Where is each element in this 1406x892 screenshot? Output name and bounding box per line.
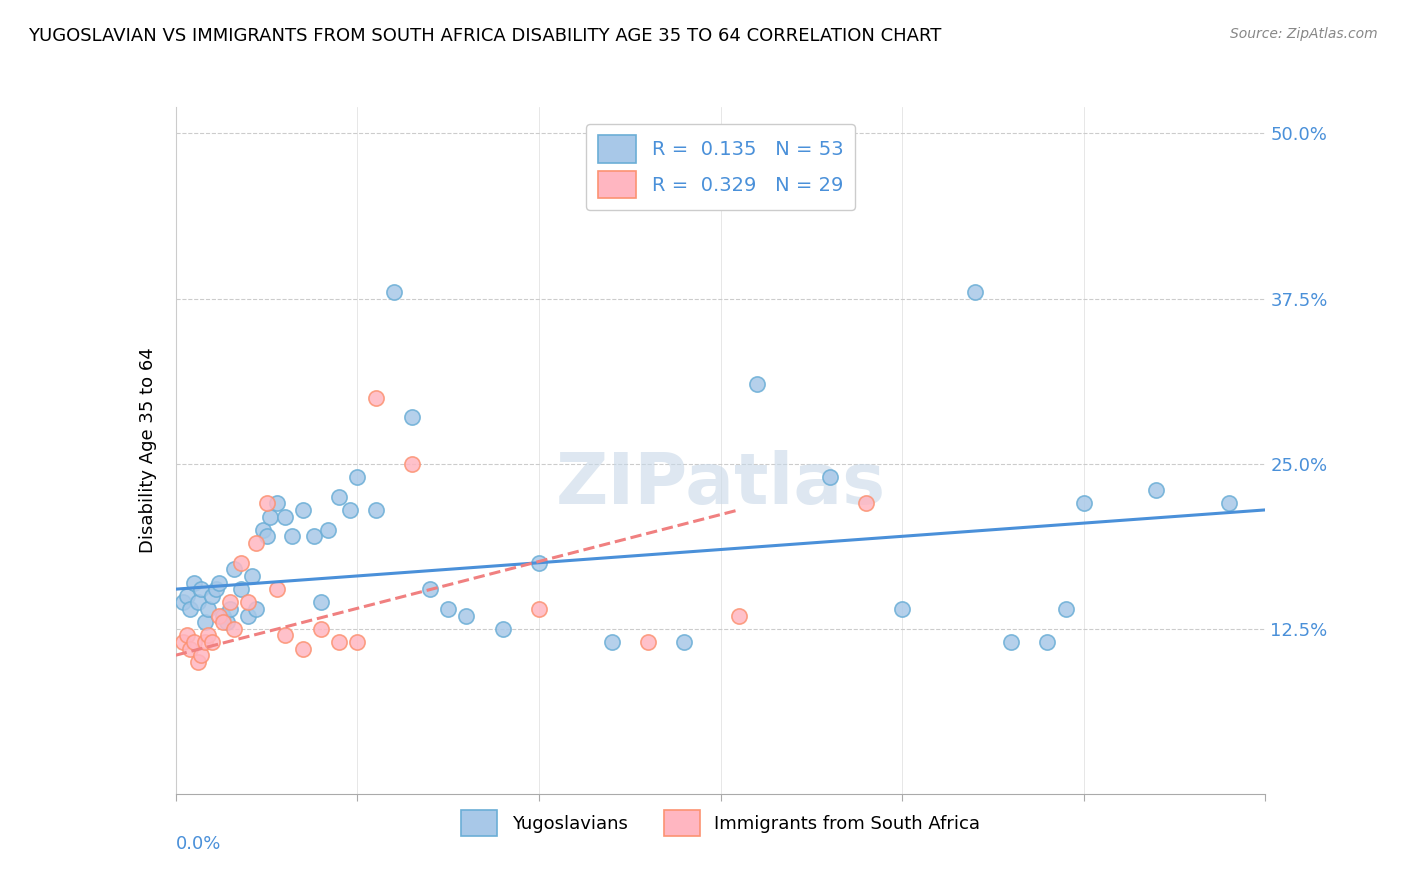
Point: [382, 285, 405, 299]
Point: [222, 562, 245, 576]
Point: [266, 582, 288, 596]
Point: [208, 575, 231, 590]
Point: [219, 595, 242, 609]
Y-axis label: Disability Age 35 to 64: Disability Age 35 to 64: [139, 348, 157, 553]
Point: [1036, 635, 1059, 649]
Point: [197, 602, 219, 616]
Point: [183, 575, 205, 590]
Point: [259, 509, 281, 524]
Point: [364, 503, 387, 517]
Point: [527, 556, 550, 570]
Point: [256, 496, 278, 510]
Point: [302, 529, 325, 543]
Point: [231, 582, 253, 596]
Point: [456, 608, 478, 623]
Point: [600, 635, 623, 649]
Point: [240, 569, 263, 583]
Point: [309, 622, 332, 636]
Point: [212, 615, 235, 630]
Point: [818, 470, 841, 484]
Point: [176, 589, 198, 603]
Point: [1000, 635, 1022, 649]
Point: [291, 641, 314, 656]
Point: [419, 582, 441, 596]
Point: [437, 602, 460, 616]
Text: 0.0%: 0.0%: [176, 835, 221, 853]
Point: [201, 589, 224, 603]
Point: [197, 628, 219, 642]
Point: [401, 410, 423, 425]
Point: [186, 595, 209, 609]
Point: [215, 615, 238, 630]
Point: [172, 635, 194, 649]
Point: [172, 595, 194, 609]
Point: [212, 608, 235, 623]
Point: [183, 635, 205, 649]
Point: [190, 648, 212, 663]
Legend: Yugoslavians, Immigrants from South Africa: Yugoslavians, Immigrants from South Afri…: [450, 799, 991, 847]
Point: [1073, 496, 1095, 510]
Point: [1054, 602, 1077, 616]
Point: [238, 608, 260, 623]
Point: [328, 635, 350, 649]
Point: [346, 470, 368, 484]
Point: [346, 635, 368, 649]
Point: [274, 509, 297, 524]
Point: [204, 582, 226, 596]
Point: [401, 457, 423, 471]
Point: [190, 582, 212, 596]
Point: [527, 602, 550, 616]
Point: [673, 635, 696, 649]
Point: [637, 635, 659, 649]
Text: YUGOSLAVIAN VS IMMIGRANTS FROM SOUTH AFRICA DISABILITY AGE 35 TO 64 CORRELATION : YUGOSLAVIAN VS IMMIGRANTS FROM SOUTH AFR…: [28, 27, 942, 45]
Point: [339, 503, 361, 517]
Point: [318, 523, 340, 537]
Point: [364, 391, 387, 405]
Point: [291, 503, 314, 517]
Point: [727, 608, 749, 623]
Point: [208, 608, 231, 623]
Point: [238, 595, 260, 609]
Point: [201, 635, 224, 649]
Point: [222, 622, 245, 636]
Point: [266, 496, 288, 510]
Point: [194, 615, 217, 630]
Point: [855, 496, 877, 510]
Point: [727, 127, 749, 141]
Point: [231, 556, 253, 570]
Point: [219, 602, 242, 616]
Point: [245, 536, 267, 550]
Point: [186, 655, 209, 669]
Point: [891, 602, 914, 616]
Point: [256, 529, 278, 543]
Text: Source: ZipAtlas.com: Source: ZipAtlas.com: [1230, 27, 1378, 41]
Point: [328, 490, 350, 504]
Point: [245, 602, 267, 616]
Point: [176, 628, 198, 642]
Text: ZIPatlas: ZIPatlas: [555, 450, 886, 519]
Point: [1218, 496, 1240, 510]
Point: [194, 635, 217, 649]
Point: [179, 641, 201, 656]
Point: [274, 628, 297, 642]
Point: [745, 377, 768, 392]
Point: [309, 595, 332, 609]
Point: [1146, 483, 1168, 497]
Point: [281, 529, 304, 543]
Point: [492, 622, 515, 636]
Point: [963, 285, 986, 299]
Point: [179, 602, 201, 616]
Point: [252, 523, 274, 537]
